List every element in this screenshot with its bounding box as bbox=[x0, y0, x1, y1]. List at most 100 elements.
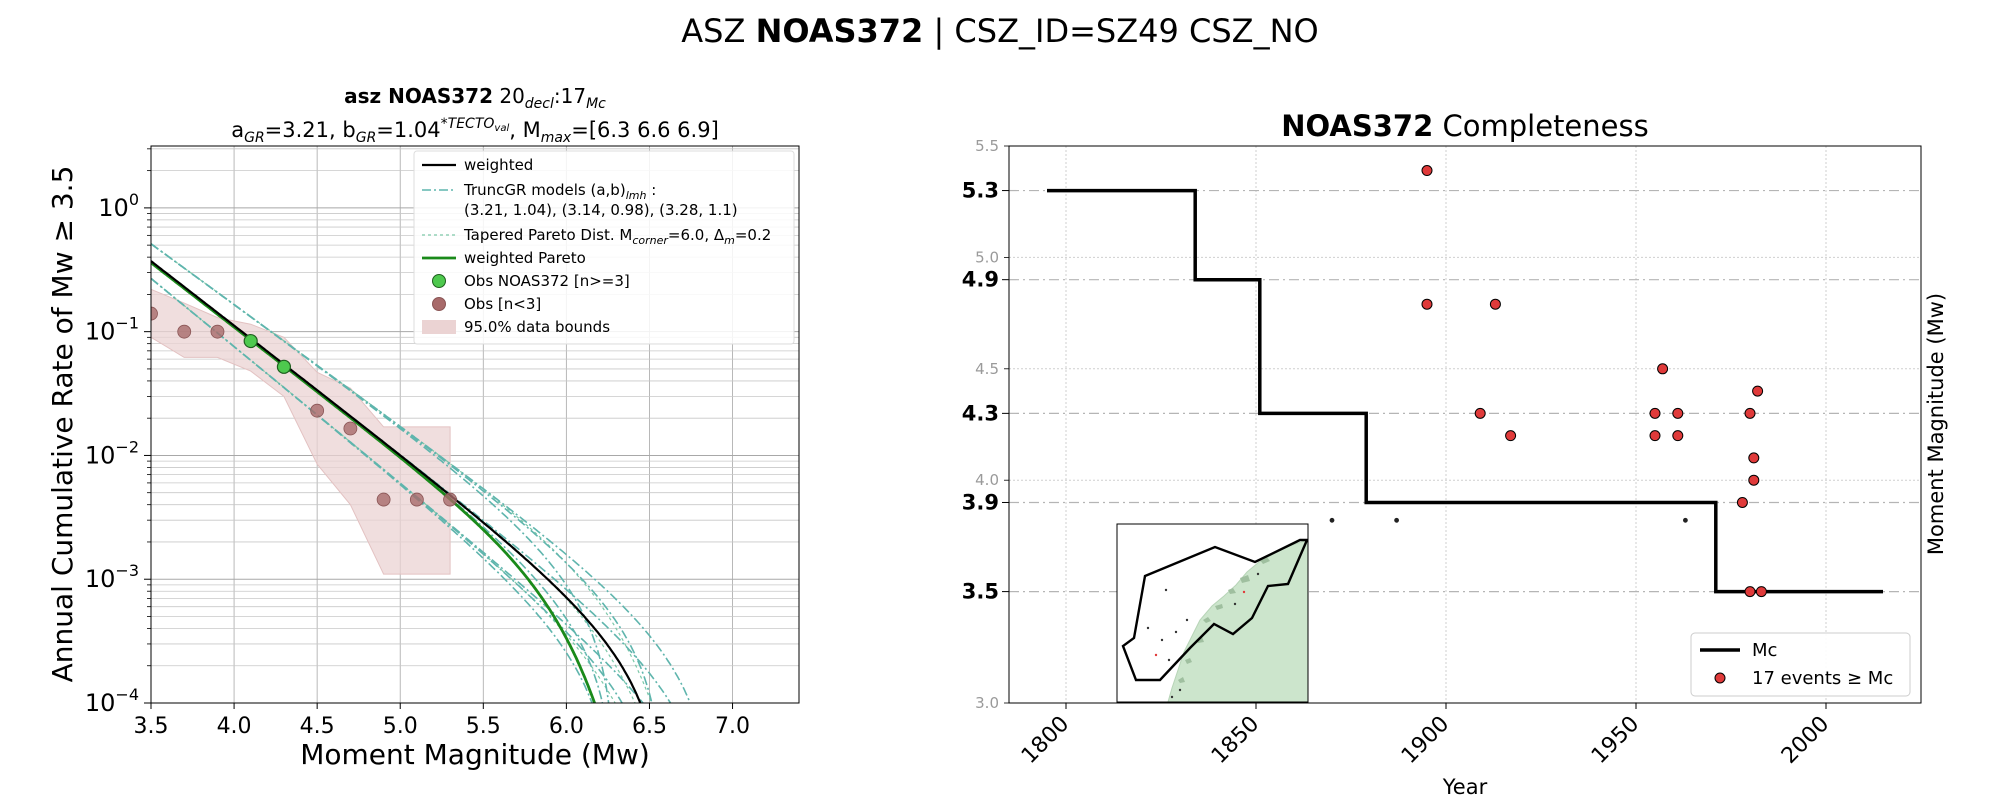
left-legend-label: 95.0% data bounds bbox=[464, 318, 610, 336]
left-x-axis-label: Moment Magnitude (Mw) bbox=[300, 738, 650, 771]
obs-point-high-n bbox=[243, 333, 258, 349]
right-x-axis-label: Year bbox=[1442, 775, 1488, 799]
event-above-mc bbox=[1744, 586, 1756, 598]
right-y-major-label: 3.5 bbox=[962, 580, 999, 604]
obs-point-low-n bbox=[210, 324, 225, 339]
right-mc-step bbox=[1047, 188, 1883, 594]
left-x-ticks: 3.5 4.0 4.5 5.0 5.5 6.0 6.5 7.0 bbox=[134, 703, 750, 739]
obs-point-high-n bbox=[276, 359, 292, 374]
weighted-line bbox=[151, 260, 642, 703]
left-y-axis-label: Annual Cumulative Rate of Mw ≥ 3.5 bbox=[46, 166, 79, 683]
right-x-tick-label: 2000 bbox=[1777, 712, 1834, 769]
right-legend: Mc 17 events ≥ Mc bbox=[1690, 632, 1911, 697]
right-x-ticks: 1800 1850 1900 1950 2000 bbox=[1017, 703, 1834, 769]
left-x-tick-label: 4.5 bbox=[300, 714, 335, 739]
event-below-mc bbox=[1683, 517, 1688, 523]
left-legend-handle-marker bbox=[432, 274, 446, 288]
left-legend-label: TruncGR models (a,b)lmh : bbox=[463, 181, 656, 202]
right-panel: 1800 1850 1900 1950 2000 3.04.04.55.05.53.53… bbox=[962, 109, 1948, 799]
inset-map-events bbox=[1146, 572, 1260, 699]
left-legend-label: weighted Pareto bbox=[464, 249, 586, 267]
right-y-minor-label: 4.0 bbox=[975, 471, 999, 489]
inset-map bbox=[1116, 523, 1309, 703]
obs-point-low-n bbox=[151, 306, 158, 321]
event-above-mc bbox=[1489, 298, 1501, 310]
event-above-mc bbox=[1657, 363, 1669, 375]
inset-map-zone-polygon bbox=[1121, 538, 1308, 682]
right-title: NOAS372 Completeness bbox=[1281, 109, 1648, 143]
right-x-tick-label: 1950 bbox=[1587, 712, 1644, 769]
obs-point-low-n bbox=[376, 492, 391, 507]
event-above-mc bbox=[1505, 430, 1517, 442]
left-x-tick-label: 7.0 bbox=[715, 714, 750, 739]
left-legend-box bbox=[413, 150, 795, 345]
mc-step-line bbox=[1047, 188, 1883, 594]
figure-title: ASZ NOAS372 | CSZ_ID=SZ49 CSZ_NO bbox=[681, 12, 1318, 50]
left-legend-handle-marker bbox=[432, 297, 446, 311]
right-y-minor-label: 4.5 bbox=[975, 360, 999, 378]
event-above-mc bbox=[1748, 474, 1760, 486]
right-legend-label: Mc bbox=[1752, 640, 1777, 661]
truncgr-model-line bbox=[151, 243, 610, 703]
left-observations bbox=[151, 306, 457, 507]
left-title-line1: asz NOAS372 20decl:17Mc bbox=[344, 84, 606, 112]
event-above-mc bbox=[1474, 407, 1486, 419]
obs-point-low-n bbox=[343, 421, 358, 436]
event-above-mc bbox=[1421, 165, 1433, 177]
right-y-major-label: 4.3 bbox=[962, 401, 999, 425]
event-below-mc bbox=[1394, 517, 1399, 523]
left-y-tick-label: 10−3 bbox=[85, 561, 139, 593]
left-legend-label-line2: (3.21, 1.04), (3.14, 0.98), (3.28, 1.1) bbox=[464, 201, 738, 219]
right-events bbox=[1329, 165, 1767, 598]
right-x-tick-label: 1850 bbox=[1207, 712, 1264, 769]
weighted-pareto-line bbox=[151, 261, 597, 703]
data-bounds-area bbox=[151, 288, 451, 575]
event-above-mc bbox=[1649, 430, 1661, 442]
left-x-tick-label: 4.0 bbox=[217, 714, 252, 739]
left-panel: 3.5 4.0 4.5 5.0 5.5 6.0 6.5 7.0 100 10−1 10−2 10−3… bbox=[46, 84, 800, 771]
tapered-pareto-line bbox=[151, 243, 653, 703]
left-legend-label: Obs [n<3] bbox=[464, 295, 541, 313]
left-legend-handle-patch bbox=[422, 320, 456, 334]
truncgr-model-line bbox=[151, 277, 624, 703]
right-y-axis-label: Moment Magnitude (Mw) bbox=[1924, 293, 1948, 555]
inset-map-frame bbox=[1116, 523, 1309, 703]
event-above-mc bbox=[1752, 385, 1764, 397]
left-y-ticks: 100 10−1 10−2 10−3 10−4 bbox=[85, 148, 151, 717]
left-y-tick-label: 10−1 bbox=[85, 314, 139, 346]
left-title-line2: aGR=3.21, bGR=1.04*TECTOval, Mmax=[6.3 6… bbox=[231, 116, 719, 146]
event-below-mc bbox=[1329, 517, 1335, 523]
left-x-tick-label: 6.0 bbox=[549, 714, 584, 739]
left-x-tick-label: 5.0 bbox=[383, 714, 418, 739]
right-y-major-label: 5.3 bbox=[962, 179, 999, 203]
left-legend-label: Obs NOAS372 [n>=3] bbox=[464, 272, 630, 290]
left-legend: weighted TruncGR models (a,b)lmh : (3.21,… bbox=[413, 150, 795, 345]
obs-point-low-n bbox=[409, 492, 424, 507]
right-y-minor-label: 3.0 bbox=[975, 694, 999, 712]
event-above-mc bbox=[1748, 452, 1760, 464]
left-x-tick-label: 5.5 bbox=[466, 714, 501, 739]
right-legend-handle-marker bbox=[1714, 672, 1726, 684]
left-model-lines bbox=[151, 243, 691, 703]
left-data-bounds bbox=[151, 288, 451, 575]
right-legend-label: 17 events ≥ Mc bbox=[1752, 668, 1893, 689]
left-x-tick-label: 6.5 bbox=[632, 714, 667, 739]
left-y-tick-label: 10−4 bbox=[85, 685, 139, 717]
event-above-mc bbox=[1672, 430, 1684, 442]
right-y-major-label: 4.9 bbox=[962, 268, 999, 292]
left-legend-label: Tapered Pareto Dist. Mcorner=6.0, Δm=0.2 bbox=[463, 226, 771, 247]
obs-point-low-n bbox=[177, 324, 192, 339]
right-y-ticks: 3.0 4.0 4.5 5.0 5.5 3.5 3.9 4.3 4.9 5.3 bbox=[962, 137, 1009, 712]
obs-point-low-n bbox=[443, 492, 457, 507]
event-above-mc bbox=[1744, 407, 1756, 419]
right-y-major-label: 3.9 bbox=[962, 490, 999, 514]
right-plot-frame bbox=[1008, 145, 1922, 704]
right-y-minor-label: 5.5 bbox=[975, 137, 999, 155]
left-plot-frame bbox=[150, 145, 800, 704]
right-y-minor-label: 5.0 bbox=[975, 248, 999, 266]
event-above-mc bbox=[1736, 496, 1748, 508]
right-grid bbox=[1009, 145, 1921, 704]
event-above-mc bbox=[1421, 298, 1433, 310]
left-x-tick-label: 3.5 bbox=[134, 714, 169, 739]
